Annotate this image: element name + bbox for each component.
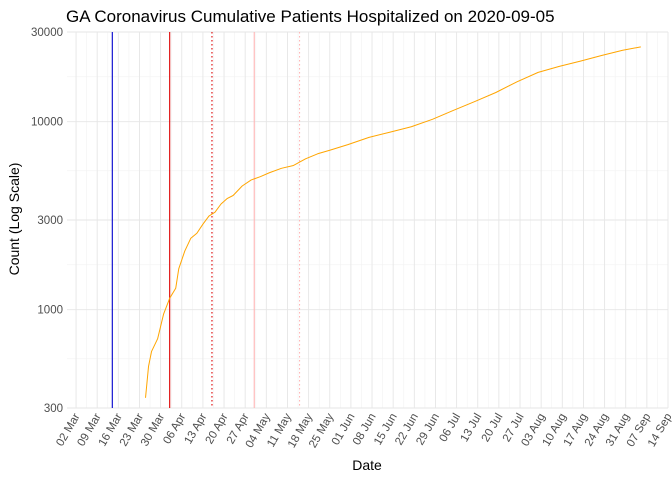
y-tick-label: 1000 xyxy=(37,305,63,317)
y-tick-label: 10000 xyxy=(31,117,63,129)
y-tick-label: 300 xyxy=(44,403,63,415)
series-line xyxy=(145,46,641,398)
y-axis-label: Count (Log Scale) xyxy=(6,163,22,276)
reference-lines xyxy=(111,32,301,408)
grid xyxy=(67,31,669,409)
chart-title: GA Coronavirus Cumulative Patients Hospi… xyxy=(66,7,555,26)
x-axis-label: Date xyxy=(352,457,382,473)
y-axis-ticks: 300 1000 3000 10000 30000 xyxy=(31,27,63,415)
y-tick-label: 3000 xyxy=(37,215,63,227)
y-tick-label: 30000 xyxy=(31,27,63,39)
series-lines xyxy=(145,46,641,398)
